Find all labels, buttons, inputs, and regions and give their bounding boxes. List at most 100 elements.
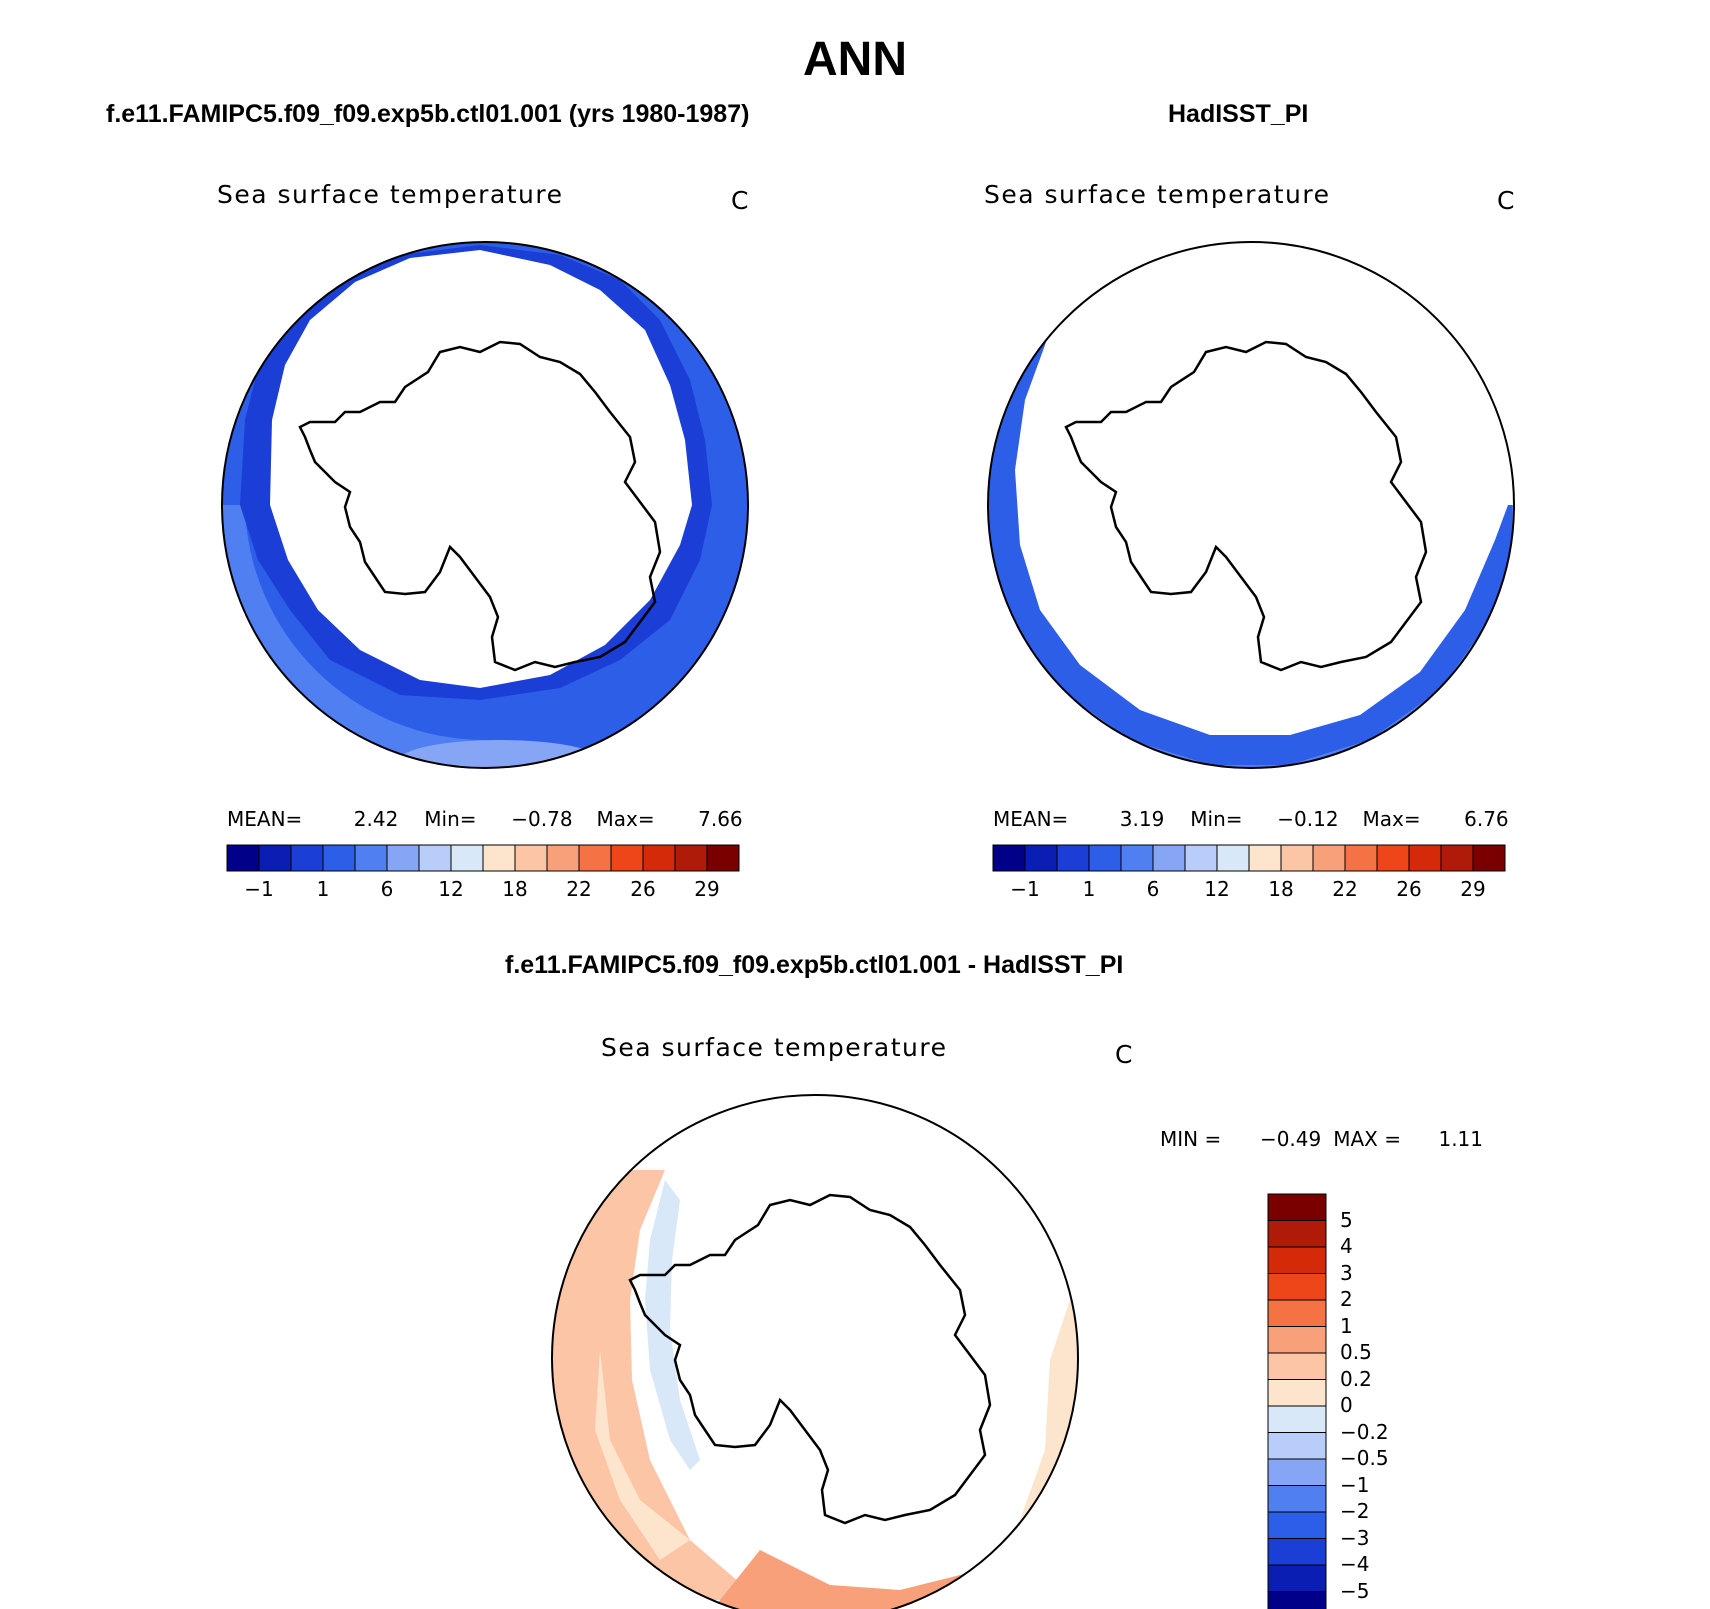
diff-colorbar-tick-label: 4	[1340, 1234, 1353, 1258]
model-colorbar	[226, 844, 740, 872]
diff-colorbar-tick-label: 2	[1340, 1287, 1353, 1311]
model-stats: MEAN= 2.42 Min= −0.78 Max= 7.66	[227, 807, 743, 831]
obs-colorbar-box	[1408, 844, 1442, 872]
diff-colorbar-tick-label: 5	[1340, 1207, 1353, 1232]
model-sst-mid-band	[222, 505, 485, 768]
diff-warmer-south-region	[700, 1540, 1078, 1609]
obs-antarctica-coastline	[1064, 340, 1428, 672]
diff-colorbar-tick-label: −0.5	[1340, 1446, 1389, 1470]
obs-case-title: HadISST_PI	[1168, 100, 1309, 128]
model-colorbar-box	[642, 844, 676, 872]
diff-colorbar-box	[1267, 1564, 1327, 1592]
model-max-label: Max=	[596, 807, 655, 831]
model-colorbar-box	[610, 844, 644, 872]
model-max-value: 7.66	[698, 807, 743, 831]
obs-colorbar-box	[1120, 844, 1154, 872]
obs-colorbar-tick-label: 22	[1332, 877, 1358, 901]
obs-colorbar-tick-label: 29	[1460, 877, 1486, 901]
model-min-value: −0.78	[511, 807, 573, 831]
diff-colorbar-tick-label: −3	[1340, 1525, 1370, 1550]
obs-colorbar-box	[1216, 844, 1250, 872]
diff-colorbar-tick-label: −1	[1340, 1472, 1370, 1497]
model-colorbar-box	[578, 844, 612, 872]
diff-cool-region	[645, 1180, 700, 1470]
obs-colorbar-box	[1472, 844, 1506, 872]
model-min-label: Min=	[424, 807, 477, 831]
obs-colorbar-box	[1248, 844, 1282, 872]
diff-colorbar-box	[1267, 1379, 1327, 1407]
model-colorbar-box	[482, 844, 516, 872]
obs-map-boundary	[987, 241, 1515, 769]
model-colorbar-box	[418, 844, 452, 872]
obs-map	[987, 241, 1515, 769]
diff-max-label: MAX =	[1333, 1127, 1401, 1151]
obs-colorbar-box	[1088, 844, 1122, 872]
obs-colorbar-tick-label: 18	[1268, 877, 1294, 901]
diff-colorbar-box	[1267, 1299, 1327, 1327]
diff-light-west-region	[595, 1350, 690, 1560]
obs-colorbar-box	[1376, 844, 1410, 872]
diff-colorbar-tick-label: −4	[1340, 1552, 1370, 1576]
model-colorbar-box	[450, 844, 484, 872]
diff-colorbar-tick-label: 0.2	[1340, 1366, 1372, 1391]
obs-stats: MEAN= 3.19 Min= −0.12 Max= 6.76	[993, 807, 1509, 831]
model-colorbar-box	[258, 844, 292, 872]
obs-colorbar-tick-label: −1	[1010, 877, 1040, 901]
obs-variable-label: Sea surface temperature	[984, 180, 1331, 209]
diff-case-title: f.e11.FAMIPC5.f09_f09.exp5b.ctl01.001 - …	[505, 951, 1124, 979]
model-colorbar-box	[322, 844, 356, 872]
diff-colorbar-tick-label: 0.5	[1340, 1340, 1372, 1364]
model-colorbar-tick-label: −1	[244, 877, 274, 901]
obs-colorbar-box	[1184, 844, 1218, 872]
obs-colorbar-box	[1152, 844, 1186, 872]
obs-units-label: C	[1497, 186, 1516, 215]
model-colorbar-tick-label: 18	[502, 877, 528, 901]
obs-colorbar-box	[1440, 844, 1474, 872]
model-colorbar-tick-label: 26	[630, 877, 656, 901]
model-colorbar-tick-label: 22	[566, 877, 592, 901]
obs-max-value: 6.76	[1464, 807, 1509, 831]
model-colorbar-box	[354, 844, 388, 872]
model-colorbar-box	[514, 844, 548, 872]
diff-colorbar-tick-label: −2	[1340, 1499, 1370, 1523]
model-colorbar-box	[674, 844, 708, 872]
diff-max-value: 1.11	[1438, 1127, 1483, 1151]
diff-map	[551, 1094, 1079, 1609]
diff-map-boundary	[551, 1094, 1079, 1609]
model-map-boundary	[221, 241, 749, 769]
diff-colorbar-box	[1267, 1458, 1327, 1486]
obs-colorbar	[992, 844, 1506, 872]
season-title: ANN	[803, 33, 907, 86]
obs-sst-edge-band	[988, 330, 1512, 765]
obs-colorbar-tick-label: 6	[1146, 877, 1160, 901]
diff-colorbar-box	[1267, 1326, 1327, 1354]
model-mean-value: 2.42	[353, 807, 399, 831]
obs-colorbar-box	[1312, 844, 1346, 872]
model-colorbar-box	[706, 844, 740, 872]
model-units-label: C	[731, 186, 750, 215]
diff-colorbar-tick-label: −0.2	[1340, 1419, 1389, 1444]
obs-colorbar-box	[1056, 844, 1090, 872]
model-colorbar-box	[226, 844, 260, 872]
diff-stats: MIN = −0.49 MAX = 1.11	[1160, 1127, 1483, 1151]
obs-colorbar-box	[1024, 844, 1058, 872]
obs-colorbar-tick-label: 1	[1082, 877, 1096, 901]
diff-variable-label: Sea surface temperature	[601, 1033, 948, 1062]
diff-colorbar-box	[1267, 1538, 1327, 1566]
model-mean-label: MEAN=	[227, 807, 303, 831]
model-colorbar-tick-label: 29	[694, 877, 720, 901]
obs-max-label: Max=	[1362, 807, 1421, 831]
obs-colorbar-box	[1344, 844, 1378, 872]
diff-colorbar-tick-label: −5	[1340, 1578, 1370, 1603]
diff-colorbar-box	[1267, 1273, 1327, 1301]
diff-colorbar-box	[1267, 1485, 1327, 1513]
model-case-title: f.e11.FAMIPC5.f09_f09.exp5b.ctl01.001 (y…	[106, 100, 750, 128]
diff-colorbar-box	[1267, 1352, 1327, 1380]
obs-min-value: −0.12	[1277, 807, 1339, 831]
obs-colorbar-tick-label: 26	[1396, 877, 1422, 901]
model-colorbar-tick-label: 6	[380, 877, 394, 901]
model-sst-warm-patch	[400, 740, 600, 768]
obs-colorbar-box	[1280, 844, 1314, 872]
diff-units-label: C	[1115, 1040, 1134, 1069]
